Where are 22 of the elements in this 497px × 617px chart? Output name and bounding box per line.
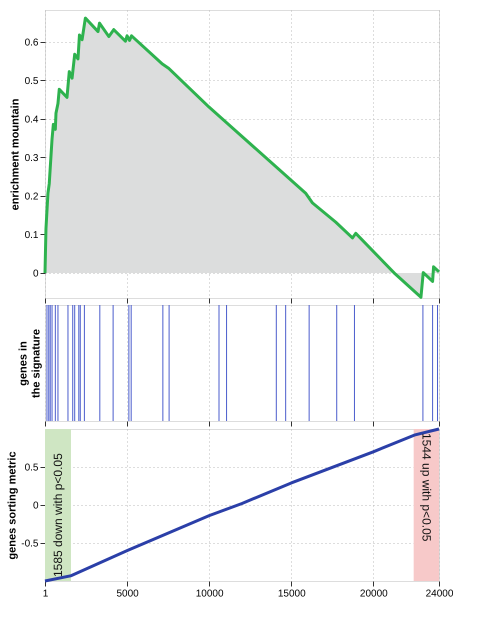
x-tick-label: 15000 [278,588,306,600]
y-tick-label: 0.1 [24,230,39,241]
line-series [44,428,440,582]
x-tick-label: 5000 [116,588,140,600]
y-tick-label: -0.5 [21,538,39,550]
y-tick-label: 0.3 [24,152,39,164]
y-axis-title: genes sorting metric [6,451,18,560]
x-tick-label: 24000 [426,588,454,600]
y-tick-label: 0 [32,268,39,280]
y-axis-title: genes in the signature [18,328,42,398]
x-tick-label: 10000 [196,588,224,600]
band-label: 1585 down with p<0.05 [51,452,66,577]
y-tick-label: 0.4 [24,114,39,126]
x-tick-label: 20000 [360,588,388,600]
x-tick-label: 1 [42,588,49,600]
y-axis-title: enrichment mountain [10,98,22,210]
y-tick-label: 0.5 [24,462,39,474]
y-tick-label: 0.2 [24,191,39,202]
band-label: 1544 up with p<0.05 [419,433,434,542]
y-tick-label: 0.5 [24,76,39,87]
y-tick-label: 0 [32,500,39,512]
y-tick-label: 0.6 [24,37,39,48]
